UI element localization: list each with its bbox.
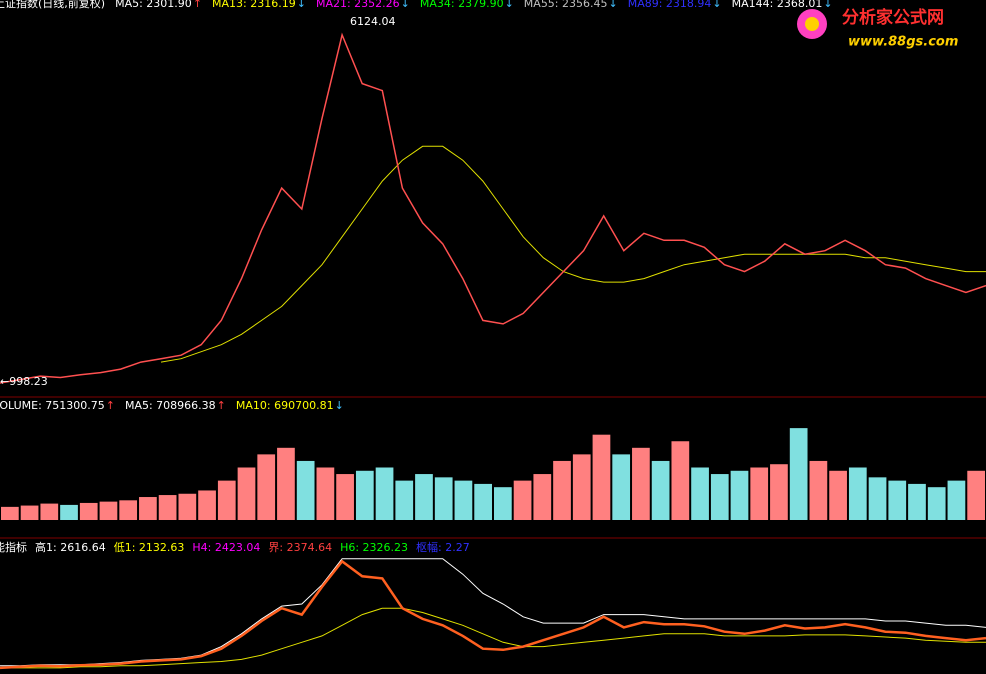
volume-bar [829, 470, 847, 520]
volume-bar [355, 470, 374, 520]
volume-bar [198, 490, 216, 520]
volume-bar [533, 474, 552, 520]
volume-bar [750, 467, 769, 520]
volume-bar [572, 454, 591, 520]
volume-indicator-label: MA10: 690700.81 [236, 399, 334, 412]
volume-bar [119, 500, 138, 520]
volume-bar [217, 480, 236, 520]
indicator-arrow: ↑ [193, 0, 202, 10]
indicator-panel-label: 能指标 [0, 540, 27, 554]
volume-bar [927, 487, 946, 520]
indicator-panel-label: 低1: 2132.63 [114, 541, 185, 554]
volume-bar [730, 470, 749, 520]
volume-indicator-label: VOLUME: 751300.75 [0, 399, 105, 412]
volume-bar [1, 506, 19, 520]
indicator-label: MA144: 2368.01 [732, 0, 823, 10]
volume-bar [79, 502, 98, 520]
indicator-label: MA34: 2379.90 [420, 0, 504, 10]
slow-ma-line [160, 145, 986, 363]
indicator-label: MA55: 2356.45 [524, 0, 608, 10]
volume-bar [691, 467, 709, 520]
logo-icon [805, 17, 819, 31]
volume-bar [434, 477, 453, 520]
volume-bar [277, 447, 295, 520]
indicator-label: MA13: 2316.19 [212, 0, 296, 10]
indicator-arrow: ↓ [609, 0, 618, 10]
volume-bar [651, 460, 670, 520]
indicator-price-line [0, 559, 986, 670]
volume-bar [20, 505, 39, 520]
volume-bar [848, 467, 867, 520]
volume-bar [415, 474, 433, 520]
volume-bar [237, 467, 256, 520]
volume-bar [671, 441, 690, 520]
volume-indicator-arrow: ↓ [335, 399, 344, 412]
volume-indicator-label: MA5: 708966.38 [125, 399, 216, 412]
logo-name: 分析家公式网 [842, 7, 944, 28]
volume-bar [947, 480, 966, 520]
volume-bar [632, 447, 650, 520]
chart-title: 上证指数(日线,前复权) [0, 0, 105, 10]
indicator-panel-label: H6: 2326.23 [340, 541, 408, 554]
volume-bar [336, 474, 354, 520]
volume-bar [809, 460, 828, 520]
volume-bar [888, 480, 907, 520]
indicator-panel-label: 界: 2374.64 [268, 541, 332, 554]
indicator-panel-label: 枢幅: 2.27 [416, 540, 470, 554]
volume-bar [967, 470, 985, 520]
price-line [0, 32, 986, 384]
volume-bar [770, 464, 788, 520]
high-label: 6124.04 [350, 15, 396, 28]
indicator-label: MA21: 2352.26 [316, 0, 400, 10]
indicator-arrow: ↓ [823, 0, 832, 10]
volume-bar [296, 460, 315, 520]
volume-bar [592, 434, 611, 520]
logo-url: www.88gs.com [848, 35, 958, 50]
volume-bar [60, 504, 78, 520]
indicator-label: MA5: 2301.90 [115, 0, 192, 10]
volume-bar [612, 454, 631, 520]
volume-indicator-arrow: ↑ [217, 399, 226, 412]
indicator-label: MA89: 2318.94 [628, 0, 712, 10]
indicator-panel-label: 高1: 2616.64 [35, 540, 106, 554]
volume-bar [454, 480, 473, 520]
volume-bar [99, 501, 118, 520]
volume-bar [494, 487, 512, 520]
volume-bar [257, 454, 276, 520]
indicator-arrow: ↓ [712, 0, 721, 10]
volume-bar [513, 480, 532, 520]
volume-bar [908, 483, 926, 520]
volume-bar [710, 474, 729, 520]
volume-bar [40, 503, 59, 520]
indicator-panel-label: H4: 2423.04 [192, 541, 260, 554]
indicator-arrow: ↓ [505, 0, 514, 10]
volume-bar [375, 467, 394, 520]
volume-bar [474, 483, 492, 520]
volume-bar [178, 493, 197, 520]
volume-bar [868, 477, 887, 520]
volume-bar [139, 497, 157, 520]
low-label: ←998.23 [0, 375, 48, 388]
volume-indicator-arrow: ↑ [106, 399, 115, 412]
volume-bar [553, 460, 571, 520]
volume-bar [158, 495, 177, 520]
logo: 分析家公式网 www.88gs.com [797, 7, 958, 50]
volume-bar [789, 428, 808, 520]
volume-bar [316, 467, 335, 520]
indicator-arrow: ↓ [401, 0, 410, 10]
indicator-arrow: ↓ [297, 0, 306, 10]
lower-line [0, 607, 986, 669]
volume-bar [395, 480, 414, 520]
